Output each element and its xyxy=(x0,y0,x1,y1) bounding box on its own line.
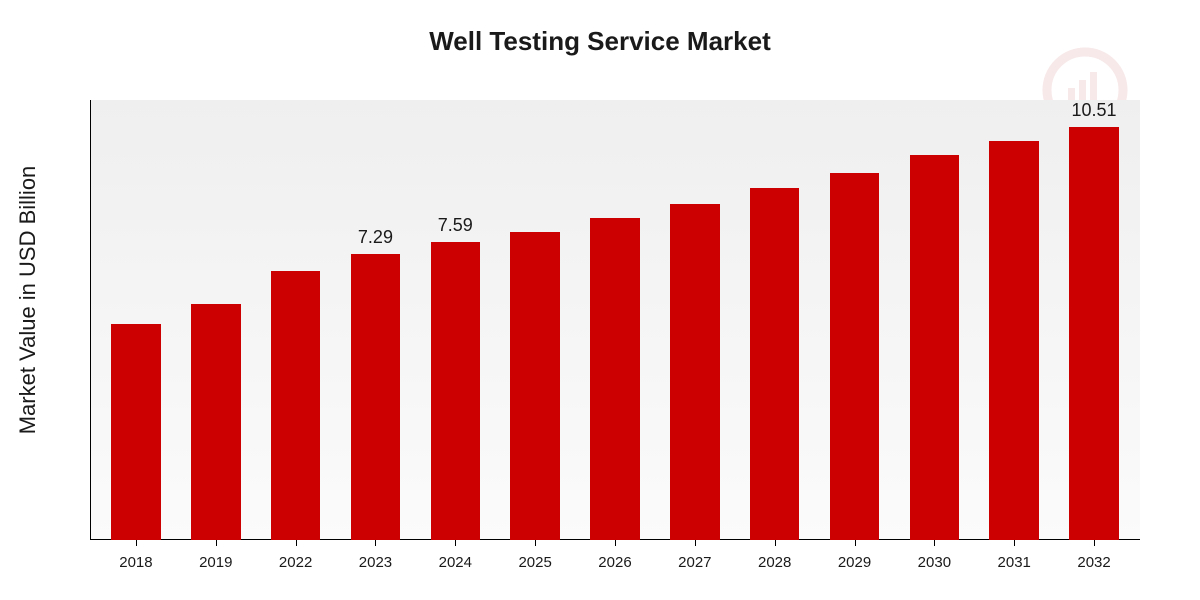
x-tick xyxy=(775,540,776,546)
bar xyxy=(830,173,880,540)
x-tick xyxy=(855,540,856,546)
bar-slot xyxy=(256,100,336,540)
bar xyxy=(989,141,1039,540)
x-axis-category-label: 2028 xyxy=(735,554,815,571)
chart-title: Well Testing Service Market xyxy=(0,26,1200,57)
bar-value-label: 7.29 xyxy=(336,227,416,248)
bar xyxy=(271,271,321,540)
x-tick xyxy=(535,540,536,546)
y-axis-label: Market Value in USD Billion xyxy=(15,166,41,435)
bar-slot xyxy=(815,100,895,540)
bar xyxy=(351,254,401,540)
x-axis-category-label: 2022 xyxy=(256,554,336,571)
bar-value-label: 10.51 xyxy=(1054,100,1134,121)
x-axis-category-label: 2029 xyxy=(815,554,895,571)
bar-slot xyxy=(575,100,655,540)
bar-slot xyxy=(655,100,735,540)
x-axis-category-label: 2023 xyxy=(336,554,416,571)
bar-slot xyxy=(96,100,176,540)
x-axis-category-label: 2027 xyxy=(655,554,735,571)
x-tick xyxy=(296,540,297,546)
x-axis-category-label: 2030 xyxy=(894,554,974,571)
bar xyxy=(510,232,560,540)
x-labels-row: 2018201920222023202420252026202720282029… xyxy=(90,554,1140,571)
x-axis-category-label: 2025 xyxy=(495,554,575,571)
bar xyxy=(910,155,960,540)
bar xyxy=(1069,127,1119,540)
x-axis-category-label: 2026 xyxy=(575,554,655,571)
x-axis-category-label: 2032 xyxy=(1054,554,1134,571)
bar xyxy=(670,204,720,540)
bar-slot xyxy=(735,100,815,540)
bar xyxy=(590,218,640,540)
bar-slot: 7.59 xyxy=(415,100,495,540)
bars-row: 7.297.59 10.51 xyxy=(90,100,1140,540)
bar-slot xyxy=(974,100,1054,540)
x-axis-category-label: 2024 xyxy=(415,554,495,571)
x-axis-category-label: 2019 xyxy=(176,554,256,571)
x-tick xyxy=(1014,540,1015,546)
x-tick xyxy=(455,540,456,546)
x-axis-category-label: 2018 xyxy=(96,554,176,571)
bar-slot xyxy=(495,100,575,540)
x-tick xyxy=(695,540,696,546)
bar-slot: 7.29 xyxy=(336,100,416,540)
bar-slot xyxy=(176,100,256,540)
bar xyxy=(191,304,241,540)
bar-value-label: 7.59 xyxy=(415,215,495,236)
x-tick xyxy=(1094,540,1095,546)
x-tick xyxy=(615,540,616,546)
x-tick xyxy=(375,540,376,546)
x-tick xyxy=(216,540,217,546)
x-axis-category-label: 2031 xyxy=(974,554,1054,571)
chart-container: Well Testing Service Market Market Value… xyxy=(0,0,1200,600)
x-tick xyxy=(136,540,137,546)
x-tick xyxy=(934,540,935,546)
bar-slot xyxy=(894,100,974,540)
bar-slot: 10.51 xyxy=(1054,100,1134,540)
bar xyxy=(111,324,161,540)
bar xyxy=(431,242,481,540)
bar xyxy=(750,188,800,540)
plot-area: 7.297.59 10.51 xyxy=(90,100,1140,540)
